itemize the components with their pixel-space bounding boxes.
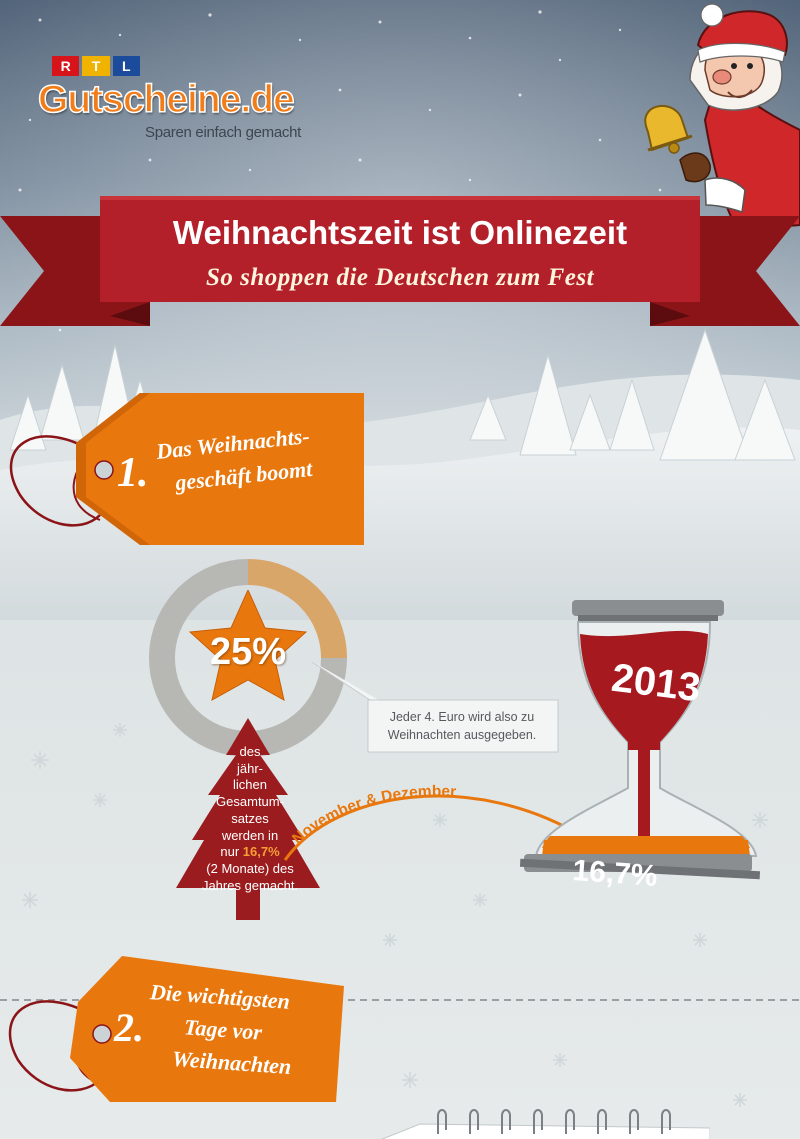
star-icon — [188, 590, 308, 701]
rtl-letter-t: T — [82, 56, 110, 76]
calendar-spiral — [381, 1109, 710, 1139]
tree-caption: des jähr- lichen Gesamtum- satzes werden… — [200, 744, 300, 894]
header-ribbon — [0, 196, 800, 326]
tree-line: Gesamtum- — [216, 794, 284, 810]
arrow-label: November & Dezember — [289, 783, 457, 848]
callout-line: Weihnachten ausgegeben. — [387, 728, 537, 742]
tree-highlight: 16,7% — [242, 844, 280, 860]
tree-line: Jahres gemacht. — [201, 877, 299, 893]
rtl-letter-l: L — [112, 56, 140, 76]
section2-number: 2. — [114, 1005, 144, 1050]
callout-text: Jeder 4. Euro wird also zu Weihnachten a… — [372, 708, 552, 744]
brand-name: Gutscheine.de — [37, 77, 295, 122]
rtl-letter-r: R — [52, 56, 80, 76]
donut-share-arc — [247, 559, 347, 659]
bell-icon — [644, 104, 693, 154]
rtl-badge: R T L — [52, 56, 140, 76]
callout-box — [310, 660, 559, 753]
tree-line: des — [239, 744, 261, 759]
price-tag-icon — [9, 393, 364, 545]
tree-line: nur 16,7% — [200, 844, 300, 861]
tree-line: lichen — [233, 777, 267, 793]
tree-line-prefix: nur — [220, 844, 243, 860]
price-tag-icon — [8, 956, 344, 1102]
santa-icon — [679, 3, 800, 230]
section2-title-line2: Tage vor — [183, 1014, 263, 1045]
section1-number: 1. — [117, 450, 149, 496]
hourglass-icon — [520, 600, 760, 880]
page-subtitle: So shoppen die Deutschen zum Fest — [205, 264, 595, 291]
tree-line: (2 Monate) des — [206, 860, 294, 876]
share-percent: 25% — [209, 631, 287, 673]
callout-line: Jeder 4. Euro wird also zu — [389, 710, 535, 724]
tree-icon — [176, 590, 320, 920]
brand-tagline: Sparen einfach gemacht — [145, 124, 302, 141]
tree-line: satzes — [231, 810, 269, 826]
page-title: Weihnachtszeit ist Onlinezeit — [172, 214, 628, 251]
tree-line: jähr- — [236, 760, 263, 776]
tree-line: werden in — [221, 827, 279, 843]
